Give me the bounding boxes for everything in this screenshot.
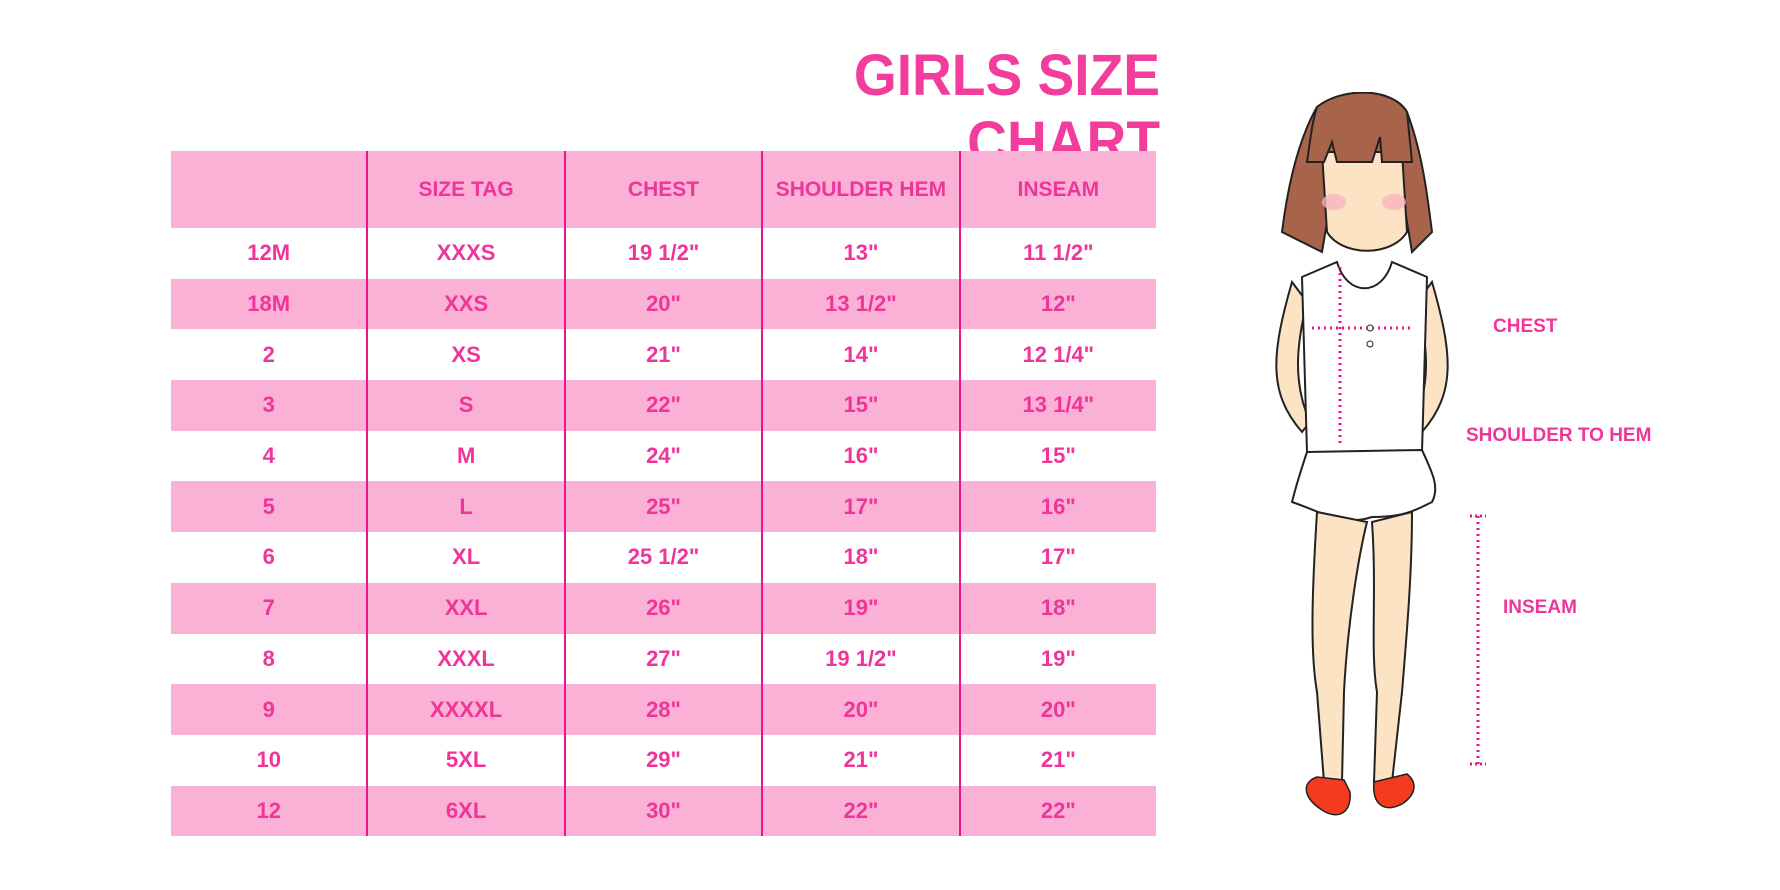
table-cell: XXL — [366, 582, 563, 634]
table-cell: XL — [366, 532, 563, 583]
table-row: 18M XXS 20" 13 1/2" 12" — [171, 278, 1156, 330]
size-table: SIZE TAG CHEST SHOULDER HEM INSEAM 12M XXXS 19… — [171, 151, 1156, 837]
table-row: 8 XXXL 27" 19 1/2" 19" — [171, 633, 1156, 685]
table-cell: 20" — [958, 684, 1156, 735]
table-cell: 19 1/2" — [563, 228, 761, 279]
chest-label: CHEST — [1493, 316, 1558, 337]
column-header: CHEST — [563, 151, 761, 228]
table-cell: 29" — [563, 734, 761, 786]
table-cell: 12 1/4" — [958, 329, 1156, 381]
table-row: 4 M 24" 16" 15" — [171, 430, 1156, 482]
table-cell: 12M — [247, 240, 291, 266]
table-cell: 11 1/2" — [958, 228, 1156, 279]
table-row: 6 XL 25 1/2" 18" 17" — [171, 532, 1156, 583]
table-row: 7 XXL 26" 19" 18" — [171, 582, 1156, 634]
table-row: 12M XXXS 19 1/2" 13" 11 1/2" — [171, 228, 1156, 279]
table-cell: 4 — [262, 443, 275, 469]
table-cell: 3 — [262, 392, 275, 418]
table-cell: 16" — [958, 481, 1156, 533]
table-row: 2 XS 21" 14" 12 1/4" — [171, 329, 1156, 381]
table-row: 3 S 22" 15" 13 1/4" — [171, 380, 1156, 431]
table-cell: XXXL — [366, 633, 563, 685]
table-cell: XXXS — [366, 228, 563, 279]
table-cell: 28" — [563, 684, 761, 735]
column-header: SHOULDER HEM — [761, 151, 958, 228]
table-cell: 16" — [761, 430, 958, 482]
table-cell: XS — [366, 329, 563, 381]
table-cell: 18" — [958, 582, 1156, 634]
table-cell: 5XL — [366, 734, 563, 786]
table-cell: 6 — [262, 544, 275, 570]
table-row: 9 XXXXL 28" 20" 20" — [171, 684, 1156, 735]
column-header: SIZE TAG — [366, 151, 563, 228]
table-cell: 13 1/2" — [761, 278, 958, 330]
table-cell: 13 1/4" — [958, 380, 1156, 431]
table-cell: 18M — [247, 291, 291, 317]
column-header: INSEAM — [958, 151, 1156, 228]
table-cell: 10 — [256, 747, 281, 773]
table-cell: 17" — [761, 481, 958, 533]
table-cell: XXS — [366, 278, 563, 330]
table-cell: 22" — [563, 380, 761, 431]
table-cell: 12 — [256, 797, 281, 823]
table-cell: 22" — [958, 785, 1156, 837]
table-row: 12 6XL 30" 22" 22" — [171, 785, 1156, 837]
legs — [1311, 510, 1414, 783]
table-cell: 21" — [563, 329, 761, 381]
table-cell: 30" — [563, 785, 761, 837]
table-cell: 15" — [958, 430, 1156, 482]
table-cell: 25 1/2" — [563, 532, 761, 583]
table-cell: S — [366, 380, 563, 431]
table-cell: 8 — [262, 645, 275, 671]
table-cell: 12" — [958, 278, 1156, 330]
table-cell: 6XL — [366, 785, 563, 837]
table-cell: 26" — [563, 582, 761, 634]
table-cell: 9 — [262, 696, 275, 722]
shoes — [1305, 773, 1415, 816]
inseam-label: INSEAM — [1503, 597, 1577, 618]
table-cell: XXXXL — [366, 684, 563, 735]
table-cell: 21" — [761, 734, 958, 786]
table-cell: 27" — [563, 633, 761, 685]
table-cell: 17" — [958, 532, 1156, 583]
page-title: GIRLS SIZE CHART — [853, 43, 1160, 175]
table-cell: 20" — [563, 278, 761, 330]
table-cell: 2 — [262, 341, 275, 367]
table-row: 10 5XL 29" 21" 21" — [171, 734, 1156, 786]
table-cell: M — [366, 430, 563, 482]
table-row: 5 L 25" 17" 16" — [171, 481, 1156, 533]
table-cell: 18" — [761, 532, 958, 583]
girl-measurement-illustration — [1275, 92, 1486, 816]
table-cell: 15" — [761, 380, 958, 431]
shoulder-to-hem-label: SHOULDER TO HEM — [1466, 425, 1652, 446]
table-cell: 19 1/2" — [761, 633, 958, 685]
table-cell: 13" — [761, 228, 958, 279]
column-header — [171, 151, 366, 228]
top-garment — [1300, 260, 1429, 453]
table-cell: 19" — [958, 633, 1156, 685]
face — [1320, 151, 1409, 252]
table-header-row: SIZE TAG CHEST SHOULDER HEM INSEAM — [171, 151, 1156, 228]
table-cell: 25" — [563, 481, 761, 533]
table-cell: L — [366, 481, 563, 533]
table-cell: 20" — [761, 684, 958, 735]
shorts — [1290, 448, 1437, 522]
table-cell: 7 — [262, 595, 275, 621]
table-cell: 5 — [262, 493, 275, 519]
table-cell: 19" — [761, 582, 958, 634]
table-cell: 24" — [563, 430, 761, 482]
table-cell: 21" — [958, 734, 1156, 786]
table-cell: 22" — [761, 785, 958, 837]
table-cell: 14" — [761, 329, 958, 381]
